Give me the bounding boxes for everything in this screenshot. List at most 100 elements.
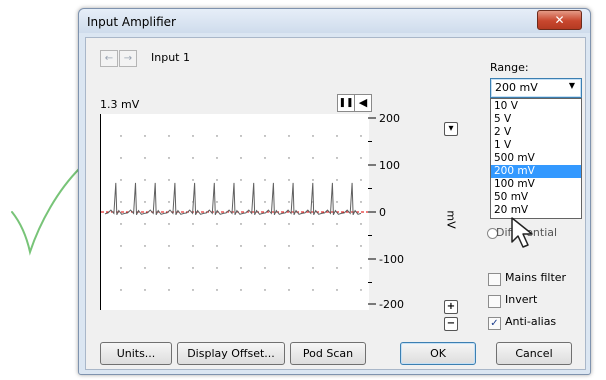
grid-dot	[144, 135, 146, 137]
grid-dot	[192, 157, 194, 159]
grid-dot	[360, 179, 362, 181]
dialog-body: ← → Input 1 1.3 mV ❚❚ ◀ 200 100 0 -100 -200 …	[85, 37, 586, 370]
mains-filter-label: Mains filter	[505, 271, 567, 284]
range-option[interactable]: 5 V	[494, 113, 512, 125]
grid-dot	[144, 245, 146, 247]
range-selected-value: 200 mV	[495, 81, 538, 94]
grid-dot	[240, 267, 242, 269]
grid-dot	[360, 135, 362, 137]
grid-dot	[168, 179, 170, 181]
grid-dot	[264, 179, 266, 181]
invert-checkbox[interactable]	[488, 295, 501, 308]
grid-dot	[288, 201, 290, 203]
grid-dot	[168, 289, 170, 291]
grid-dot	[312, 135, 314, 137]
range-option[interactable]: 2 V	[494, 126, 512, 138]
grid-dot	[288, 245, 290, 247]
grid-dot	[360, 267, 362, 269]
grid-dot	[312, 223, 314, 225]
grid-dot	[168, 223, 170, 225]
grid-dot	[360, 201, 362, 203]
grid-dot	[336, 267, 338, 269]
range-option[interactable]: 1 V	[494, 139, 512, 151]
grid-dot	[216, 267, 218, 269]
grid-dot	[216, 157, 218, 159]
cancel-button[interactable]: Cancel	[496, 342, 572, 365]
grid-dot	[192, 135, 194, 137]
grid-dot	[120, 245, 122, 247]
differential-radio[interactable]	[487, 228, 498, 239]
mains-filter-checkbox[interactable]	[488, 273, 501, 286]
pause-button[interactable]: ❚❚	[337, 94, 355, 112]
grid-dot	[336, 223, 338, 225]
grid-dot	[312, 289, 314, 291]
pod-scan-button[interactable]: Pod Scan	[290, 342, 366, 365]
checkmark-icon	[11, 167, 81, 256]
grid-dot	[192, 179, 194, 181]
grid-dot	[312, 157, 314, 159]
title-bar: Input Amplifier ✕	[79, 9, 590, 33]
grid-dot	[336, 179, 338, 181]
units-button[interactable]: Units...	[100, 342, 172, 365]
signal-plot	[100, 114, 369, 310]
zoom-in-button[interactable]: +	[444, 300, 458, 314]
grid-dot	[168, 135, 170, 137]
display-offset-button[interactable]: Display Offset...	[177, 342, 285, 365]
grid-dot	[144, 223, 146, 225]
grid-dot	[288, 179, 290, 181]
grid-dot	[168, 267, 170, 269]
range-option[interactable]: 500 mV	[494, 152, 535, 164]
grid-dot	[288, 135, 290, 137]
grid-dot	[312, 179, 314, 181]
grid-dot	[216, 179, 218, 181]
grid-dot	[288, 289, 290, 291]
invert-label: Invert	[505, 293, 538, 306]
grid-dot	[120, 289, 122, 291]
range-option[interactable]: 20 mV	[494, 204, 529, 216]
grid-dot	[360, 223, 362, 225]
grid-dot	[264, 267, 266, 269]
range-label: Range:	[490, 61, 529, 74]
grid-dot	[360, 157, 362, 159]
grid-dot	[144, 289, 146, 291]
scroll-back-button[interactable]: ◀	[354, 94, 372, 112]
grid-dot	[144, 201, 146, 203]
range-option[interactable]: 50 mV	[494, 191, 529, 203]
close-button[interactable]: ✕	[537, 10, 582, 30]
grid-dot	[192, 223, 194, 225]
grid-dot	[360, 245, 362, 247]
grid-dot	[216, 135, 218, 137]
grid-dot	[168, 201, 170, 203]
y-axis: 200 100 0 -100 -200	[368, 114, 404, 311]
y-tick-label: -200	[379, 298, 404, 311]
grid-dot	[336, 201, 338, 203]
grid-dot	[336, 289, 338, 291]
range-option[interactable]: 200 mV	[491, 165, 581, 178]
grid-dot	[120, 223, 122, 225]
range-select[interactable]: 200 mV ▼	[490, 78, 582, 98]
next-input-button[interactable]: →	[119, 50, 137, 67]
grid-dot	[264, 223, 266, 225]
grid-dot	[168, 245, 170, 247]
scroll-up-button[interactable]: ▾	[444, 122, 458, 136]
zoom-out-button[interactable]: −	[444, 317, 458, 331]
grid-dot	[120, 267, 122, 269]
grid-dot	[264, 289, 266, 291]
axis-unit-label: mV	[444, 210, 458, 229]
grid-dot	[360, 289, 362, 291]
ok-button[interactable]: OK	[400, 342, 476, 365]
grid-dot	[264, 157, 266, 159]
grid-dot	[216, 223, 218, 225]
anti-alias-checkbox[interactable]: ✓	[488, 317, 501, 330]
grid-dot	[312, 245, 314, 247]
grid-dot	[216, 245, 218, 247]
grid-dot	[120, 135, 122, 137]
window-title: Input Amplifier	[87, 15, 176, 29]
previous-input-button[interactable]: ←	[100, 50, 118, 67]
grid-dot	[192, 267, 194, 269]
grid-dot	[264, 135, 266, 137]
grid-dot	[192, 289, 194, 291]
range-option[interactable]: 100 mV	[494, 178, 535, 190]
range-option[interactable]: 10 V	[494, 100, 518, 112]
